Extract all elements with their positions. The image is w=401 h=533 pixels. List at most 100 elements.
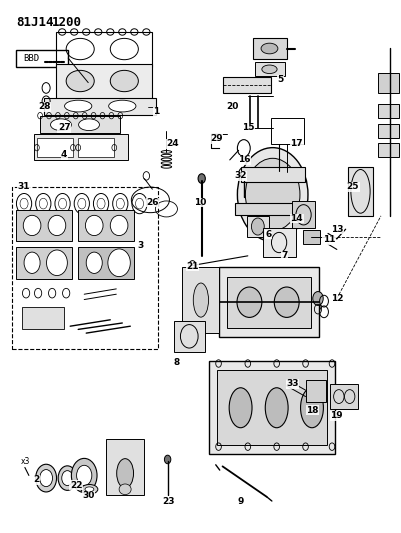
Circle shape xyxy=(198,174,205,183)
Text: 17: 17 xyxy=(290,140,303,148)
Bar xyxy=(306,380,326,402)
Text: 19: 19 xyxy=(330,411,343,420)
Circle shape xyxy=(77,465,92,486)
Bar xyxy=(292,201,315,228)
Bar xyxy=(378,104,399,118)
Bar xyxy=(330,384,358,409)
Text: 2: 2 xyxy=(33,475,39,484)
Bar xyxy=(223,77,271,93)
Text: 27: 27 xyxy=(58,124,71,132)
Bar xyxy=(378,124,399,138)
Ellipse shape xyxy=(193,283,209,317)
Circle shape xyxy=(251,218,264,235)
Text: 20: 20 xyxy=(227,102,239,111)
Text: 14: 14 xyxy=(290,214,303,223)
Ellipse shape xyxy=(23,215,41,236)
Text: 11: 11 xyxy=(322,236,335,244)
Circle shape xyxy=(40,470,53,487)
Bar xyxy=(378,73,399,93)
Bar xyxy=(106,439,144,495)
Circle shape xyxy=(62,471,73,486)
Bar xyxy=(378,143,399,157)
Text: 5: 5 xyxy=(277,76,284,84)
Circle shape xyxy=(313,292,323,305)
Ellipse shape xyxy=(109,100,136,112)
Ellipse shape xyxy=(47,250,67,276)
Text: 23: 23 xyxy=(162,497,175,505)
Bar xyxy=(227,277,311,328)
Text: 1200: 1200 xyxy=(52,16,82,29)
Text: x3: x3 xyxy=(21,457,30,465)
Bar xyxy=(253,38,287,59)
Circle shape xyxy=(71,458,97,492)
Bar xyxy=(235,203,307,215)
Ellipse shape xyxy=(110,215,128,236)
Bar xyxy=(219,266,319,337)
Bar xyxy=(247,216,269,237)
Bar xyxy=(217,370,327,445)
Text: 29: 29 xyxy=(210,134,223,143)
Ellipse shape xyxy=(108,249,130,277)
Circle shape xyxy=(36,464,57,492)
Bar xyxy=(182,267,219,333)
Text: 25: 25 xyxy=(346,182,359,191)
Text: 1: 1 xyxy=(153,108,160,116)
Ellipse shape xyxy=(261,43,278,54)
Text: 13: 13 xyxy=(330,225,343,233)
Bar xyxy=(78,210,134,241)
Ellipse shape xyxy=(66,70,94,92)
Ellipse shape xyxy=(301,388,323,427)
Bar xyxy=(209,361,335,454)
Ellipse shape xyxy=(24,252,40,273)
Bar xyxy=(56,32,152,67)
Text: 81J14: 81J14 xyxy=(16,16,54,29)
Bar xyxy=(34,134,128,160)
Bar xyxy=(37,138,73,157)
Bar xyxy=(78,247,134,279)
Text: 21: 21 xyxy=(186,262,199,271)
Ellipse shape xyxy=(48,215,66,236)
Ellipse shape xyxy=(117,458,134,488)
Bar xyxy=(44,98,156,115)
Bar xyxy=(16,210,72,241)
Bar xyxy=(22,307,64,329)
Text: 24: 24 xyxy=(166,140,179,148)
Circle shape xyxy=(164,455,171,464)
Text: 10: 10 xyxy=(194,198,207,207)
Text: 18: 18 xyxy=(306,406,319,415)
Bar xyxy=(16,50,68,67)
Text: 7: 7 xyxy=(282,252,288,260)
Text: 9: 9 xyxy=(237,497,244,505)
Text: 26: 26 xyxy=(146,198,159,207)
Ellipse shape xyxy=(262,65,277,74)
Ellipse shape xyxy=(229,388,252,427)
Text: 30: 30 xyxy=(82,491,94,500)
Bar xyxy=(56,64,152,99)
Text: 6: 6 xyxy=(265,230,272,239)
Ellipse shape xyxy=(119,484,131,495)
Circle shape xyxy=(237,148,308,241)
Text: 33: 33 xyxy=(286,379,299,388)
Ellipse shape xyxy=(237,287,262,317)
Bar xyxy=(12,187,158,349)
Bar xyxy=(303,230,320,244)
Text: 28: 28 xyxy=(38,102,51,111)
Text: 12: 12 xyxy=(330,294,343,303)
Text: BBD: BBD xyxy=(23,54,39,62)
Bar xyxy=(263,228,296,257)
Ellipse shape xyxy=(265,388,288,427)
Bar xyxy=(255,62,285,76)
Circle shape xyxy=(58,466,77,490)
Text: 8: 8 xyxy=(173,358,180,367)
Text: 3: 3 xyxy=(137,241,144,249)
Bar xyxy=(348,167,373,216)
Text: 32: 32 xyxy=(234,172,247,180)
Bar xyxy=(16,247,72,279)
Bar xyxy=(78,138,114,157)
Bar xyxy=(241,167,305,182)
Ellipse shape xyxy=(79,119,99,131)
Text: 22: 22 xyxy=(70,481,83,489)
Bar xyxy=(40,116,120,133)
Text: 31: 31 xyxy=(18,182,30,191)
Ellipse shape xyxy=(81,484,98,494)
